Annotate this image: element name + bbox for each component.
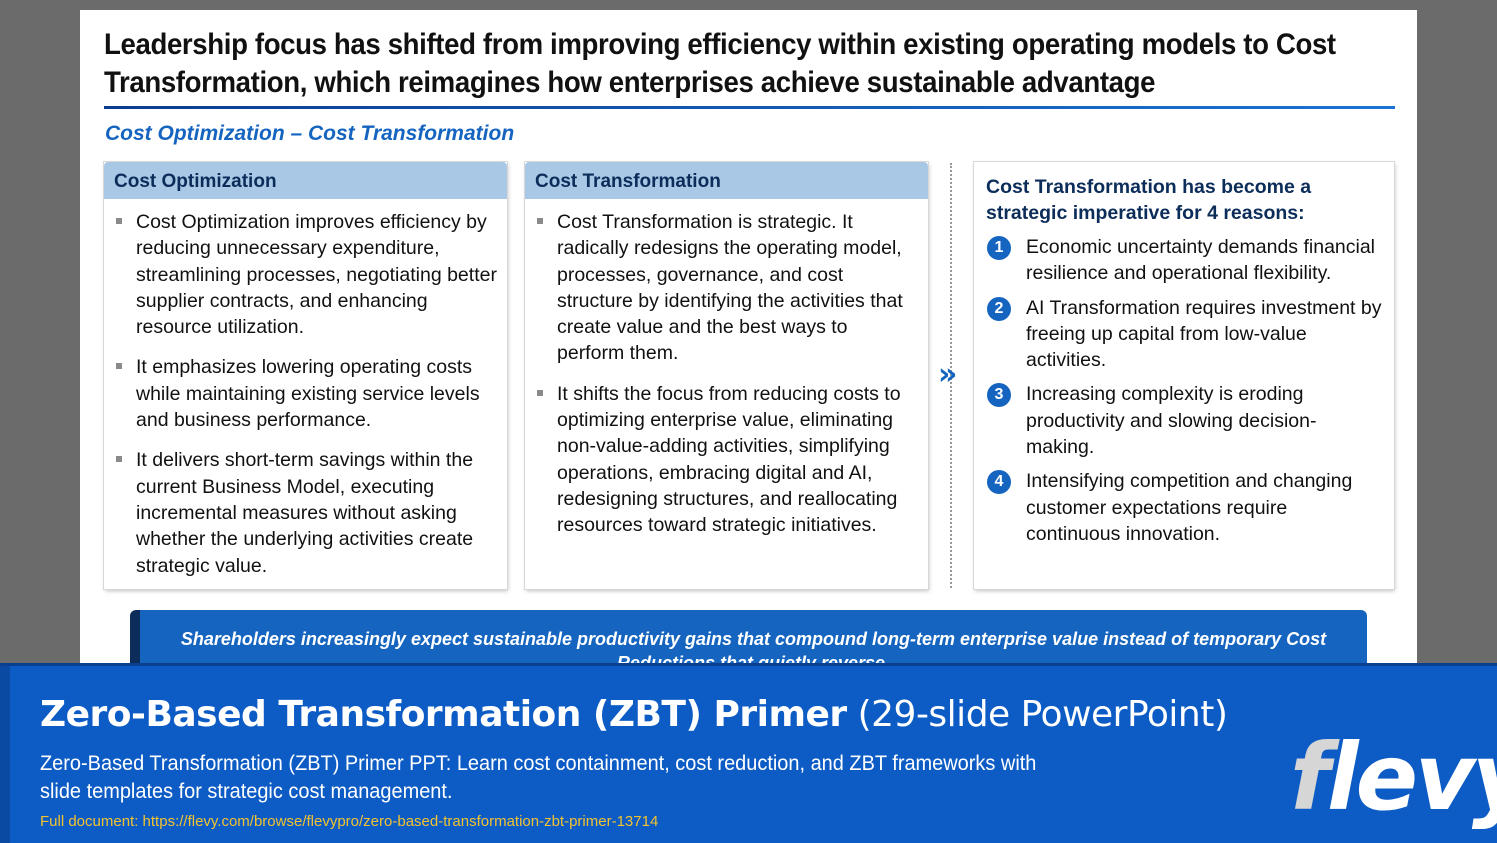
reasons-heading: Cost Transformation has become a strateg… [986,176,1312,224]
number-badge-icon: 3 [987,383,1011,408]
cost-transformation-heading: Cost Transformation [525,162,928,199]
bullet-text: Cost Transformation is strategic. It rad… [557,211,903,365]
list-item: Cost Transformation is strategic. It rad… [535,209,920,367]
reason-text: AI Transformation requires investment by… [1026,296,1382,372]
banner-edge [0,666,10,843]
bullet-square-icon [116,456,122,463]
title-rule [104,106,1395,109]
reason-item: 4 Intensifying competition and changing c… [986,468,1382,547]
document-link[interactable]: Full document: https://flevy.com/browse/… [40,813,659,830]
number-badge-icon: 1 [987,236,1011,260]
list-item: Cost Optimization improves efficiency by… [114,209,499,340]
cost-optimization-panel: Cost Optimization Cost Optimization impr… [104,162,507,589]
bullet-square-icon [116,363,122,370]
callout-banner: Shareholders increasingly expect sustain… [130,610,1367,665]
cost-transformation-panel: Cost Transformation Cost Transformation … [525,162,928,589]
bullet-text: It emphasizes lowering operating costs w… [136,356,480,432]
banner-title: Zero-Based Transformation (ZBT) Primer (… [40,694,1228,735]
list-item: It delivers short-term savings within th… [114,447,499,578]
number-badge-icon: 4 [987,470,1011,495]
reason-item: 1 Economic uncertainty demands financial … [986,234,1382,287]
slide-title-line-1: Leadership focus has shifted from improv… [104,28,1336,61]
banner-title-light: (29-slide PowerPoint) [846,694,1228,735]
banner-title-bold: Zero-Based Transformation (ZBT) Primer [40,694,847,735]
slide: Leadership focus has shifted from improv… [80,10,1417,665]
reason-text: Increasing complexity is eroding product… [1026,383,1317,459]
list-item: It shifts the focus from reducing costs … [535,381,920,539]
flevy-logo: flevy [1290,728,1497,828]
list-item: It emphasizes lowering operating costs w… [114,354,499,433]
slide-title-line-2: Transformation, which reimagines how ent… [104,66,1156,99]
bullet-square-icon [116,218,122,224]
banner-description: Zero-Based Transformation (ZBT) Primer P… [40,752,1037,803]
bullet-text: It delivers short-term savings within th… [136,449,474,577]
logo-f: f [1290,724,1330,831]
number-badge-icon: 2 [987,296,1011,321]
bullet-square-icon [537,218,543,224]
slide-title: Leadership focus has shifted from improv… [104,26,1336,102]
slide-subtitle: Cost Optimization – Cost Transformation [105,122,515,145]
cost-optimization-heading: Cost Optimization [104,162,507,199]
reason-item: 3 Increasing complexity is eroding produc… [986,381,1382,460]
document-banner: Zero-Based Transformation (ZBT) Primer (… [0,663,1497,843]
logo-rest: levy [1327,724,1497,831]
dotted-divider [950,163,952,588]
reason-text: Intensifying competition and changing cu… [1026,470,1353,545]
bullet-text: It shifts the focus from reducing costs … [557,382,901,537]
reason-item: 2 AI Transformation requires investment b… [986,295,1382,374]
reasons-panel: Cost Transformation has become a strateg… [974,162,1394,589]
reason-text: Economic uncertainty demands financial r… [1026,236,1376,285]
double-chevron-right-icon: » [938,357,958,392]
bullet-text: Cost Optimization improves efficiency by… [136,211,497,339]
bullet-square-icon [537,389,543,396]
